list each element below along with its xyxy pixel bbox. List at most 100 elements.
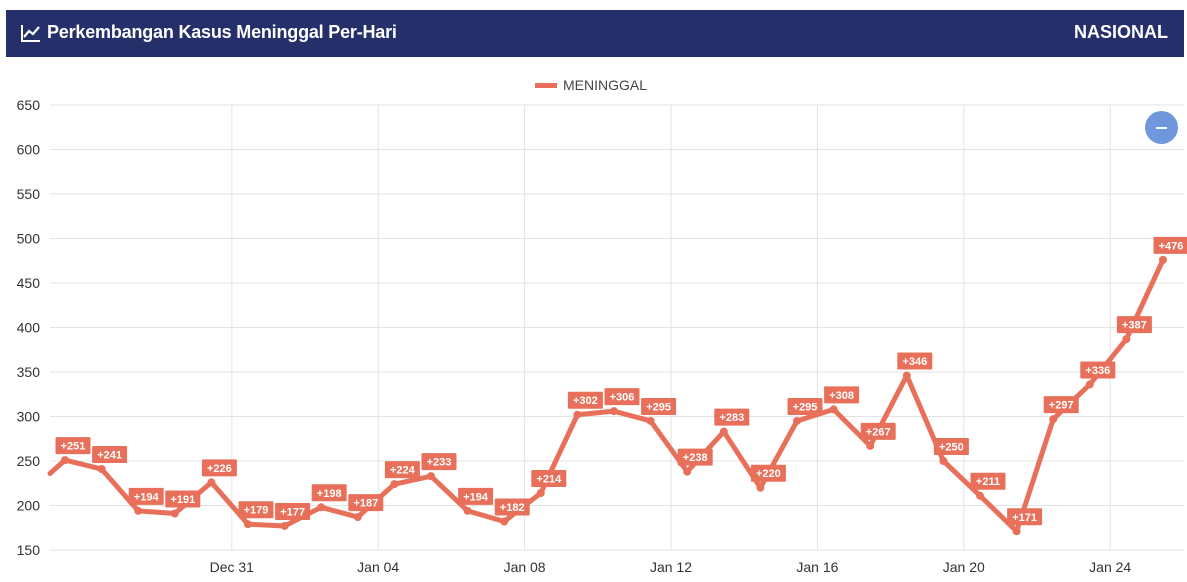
y-tick-label: 600	[17, 142, 41, 158]
data-label-box	[824, 386, 860, 404]
y-tick-label: 200	[17, 498, 41, 514]
line-chart-icon	[21, 25, 40, 42]
data-point	[207, 478, 216, 487]
x-tick-label: Jan 12	[650, 559, 692, 575]
minus-icon	[1156, 126, 1167, 129]
data-point	[61, 456, 69, 465]
data-label: +191	[170, 494, 195, 506]
data-label-box	[970, 472, 1006, 490]
data-label-box	[384, 461, 420, 479]
data-point	[1049, 415, 1058, 424]
data-point	[829, 405, 838, 414]
data-label-box	[641, 397, 677, 415]
data-point	[317, 503, 326, 512]
data-point	[646, 416, 655, 425]
data-label-box	[165, 490, 201, 508]
x-tick-label: Jan 04	[357, 559, 399, 575]
data-label: +194	[463, 491, 489, 503]
data-label-box	[604, 388, 640, 406]
data-label: +226	[207, 463, 232, 475]
data-label: +224	[390, 465, 416, 477]
y-tick-label: 450	[17, 275, 41, 291]
chart-title: Perkembangan Kasus Meninggal Per-Hari	[47, 22, 397, 42]
data-label-box	[348, 494, 384, 512]
data-point	[902, 371, 911, 380]
data-point	[793, 416, 801, 425]
zoom-out-button[interactable]	[1145, 111, 1178, 144]
data-label: +194	[134, 491, 160, 503]
data-point	[427, 472, 435, 481]
data-point	[280, 521, 289, 530]
data-point	[536, 489, 545, 498]
data-point	[683, 467, 692, 476]
data-point	[939, 457, 948, 465]
data-label-box	[677, 448, 713, 466]
data-point	[170, 509, 179, 518]
data-label: +214	[536, 474, 562, 486]
data-label: +297	[1049, 400, 1074, 412]
data-point	[97, 465, 106, 474]
data-label-box	[1116, 316, 1152, 334]
data-label-box	[897, 352, 933, 370]
data-label-box	[92, 446, 128, 464]
data-point	[1122, 335, 1131, 344]
data-point	[134, 506, 143, 515]
data-label: +171	[1012, 512, 1037, 524]
y-tick-label: 350	[17, 364, 41, 380]
data-point	[719, 427, 728, 436]
data-point	[1085, 380, 1094, 389]
y-tick-label: 500	[17, 231, 41, 247]
data-point	[463, 506, 472, 515]
data-label: +302	[573, 395, 598, 407]
x-tick-label: Jan 08	[504, 559, 546, 575]
y-tick-label: 400	[17, 320, 41, 336]
data-label-box	[1080, 361, 1116, 379]
data-label: +251	[61, 441, 86, 453]
data-label-box	[787, 397, 823, 415]
data-point	[756, 483, 765, 492]
data-label-box	[458, 487, 494, 505]
data-label-box	[238, 501, 274, 519]
data-label-box	[201, 459, 237, 477]
data-label-box	[311, 484, 347, 502]
x-tick-label: Dec 31	[210, 559, 255, 575]
y-tick-label: 650	[17, 97, 41, 113]
x-tick-label: Jan 20	[943, 559, 985, 575]
data-label: +308	[829, 390, 854, 402]
data-label: +241	[97, 450, 122, 462]
data-point	[866, 441, 875, 450]
data-label-box	[531, 470, 567, 488]
data-point	[976, 491, 984, 500]
data-label: +306	[610, 392, 635, 404]
data-label: +179	[244, 505, 269, 517]
data-point	[500, 517, 509, 526]
data-point	[573, 410, 582, 419]
data-label: +211	[976, 476, 1000, 488]
data-point	[1012, 527, 1021, 536]
data-label: +233	[427, 457, 452, 469]
x-tick-label: Jan 16	[796, 559, 838, 575]
data-label-box	[1007, 508, 1043, 526]
data-label: +220	[756, 468, 781, 480]
data-label: +283	[719, 412, 744, 424]
x-tick-label: Jan 24	[1089, 559, 1131, 575]
data-label: +177	[280, 506, 305, 518]
data-label: +198	[317, 488, 342, 500]
y-tick-label: 150	[17, 542, 41, 558]
data-label-box	[750, 464, 786, 482]
data-label: +336	[1085, 365, 1110, 377]
data-label-box	[714, 408, 750, 426]
y-tick-label: 300	[17, 409, 41, 425]
data-label-box	[860, 422, 896, 440]
legend-swatch	[535, 83, 557, 88]
data-label-box	[275, 502, 311, 520]
data-label: +346	[902, 356, 927, 368]
data-label: +238	[683, 452, 708, 464]
data-label-box	[1153, 236, 1187, 254]
data-point	[390, 480, 399, 489]
y-tick-label: 250	[17, 453, 41, 469]
chart-header: Perkembangan Kasus Meninggal Per-Hari NA…	[6, 10, 1184, 57]
data-label: +187	[353, 498, 378, 510]
data-label: +250	[939, 442, 964, 454]
